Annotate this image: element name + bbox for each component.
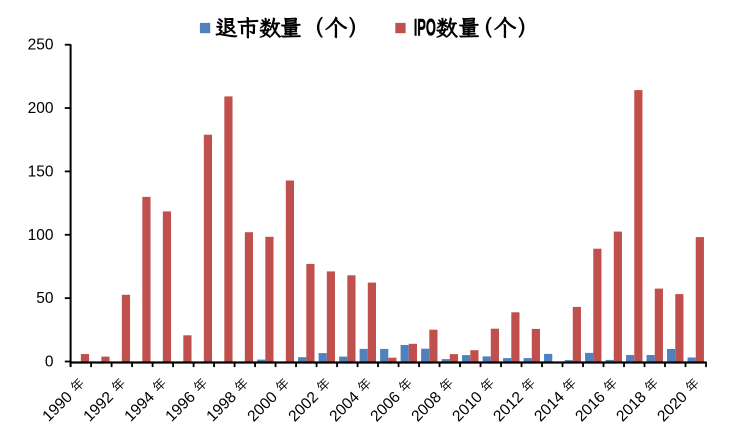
svg-text:250: 250 bbox=[28, 37, 54, 54]
svg-text:50: 50 bbox=[36, 290, 54, 307]
svg-text:150: 150 bbox=[28, 163, 54, 180]
svg-text:0: 0 bbox=[45, 354, 54, 371]
svg-text:100: 100 bbox=[28, 227, 54, 244]
svg-text:IPO: IPO bbox=[414, 16, 436, 42]
svg-text:200: 200 bbox=[28, 100, 54, 117]
